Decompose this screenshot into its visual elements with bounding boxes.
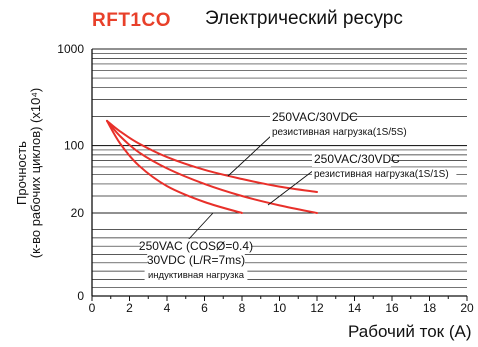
model-code: RFT1CO (92, 10, 171, 31)
x-tick-label: 16 (385, 301, 399, 315)
y-tick-label: 100 (64, 139, 84, 153)
y-axis-label-line: (к-во рабочих циклов) (x10⁴) (28, 88, 43, 259)
annotation-backdrop (270, 126, 415, 139)
y-axis-label: Прочность (к-во рабочих циклов) (x10⁴) (14, 88, 43, 259)
series-line-1 (106, 119, 318, 194)
x-tick-label: 8 (239, 301, 246, 315)
series-annotation-3: индуктивная нагрузка (148, 270, 245, 281)
y-tick-label: 0 (77, 289, 84, 303)
x-tick-label: 10 (273, 301, 287, 315)
series-line-2 (106, 119, 318, 214)
annotation-backdrop (312, 168, 457, 181)
leader-line-2 (267, 169, 315, 206)
y-tick-label: 1000 (57, 42, 84, 56)
annotation-backdrop (140, 239, 252, 254)
x-tick-label: 12 (310, 301, 324, 315)
leader-line-3 (187, 212, 214, 241)
annotation-backdrop (144, 269, 248, 282)
series-line-3 (106, 119, 243, 214)
y-tick-label: 20 (71, 206, 85, 220)
series-annotation-2: резистивная нагрузка(1S/1S) (314, 169, 449, 180)
x-axis-label: Рабочий ток (A) (348, 322, 472, 341)
y-axis-label-line: Прочность (14, 141, 29, 205)
annotation-backdrop (312, 152, 391, 167)
annotation-backdrop (147, 253, 245, 268)
x-tick-label: 2 (126, 301, 133, 315)
series-annotation-3: 250VAC (COSØ=0.4) (139, 239, 253, 253)
x-tick-label: 14 (348, 301, 362, 315)
annotation-backdrop (270, 110, 349, 125)
series-annotation-1: резистивная нагрузка(1S/5S) (272, 127, 407, 138)
series-annotation-2: 250VAC/30VDC (314, 152, 400, 166)
chart-title: Электрический ресурс (205, 8, 403, 29)
leader-line-1 (227, 134, 273, 177)
series-annotation-3: 30VDC (L/R=7ms) (147, 253, 245, 267)
x-tick-label: 0 (89, 301, 96, 315)
x-tick-label: 6 (201, 301, 208, 315)
x-tick-label: 20 (460, 301, 474, 315)
x-tick-label: 18 (423, 301, 437, 315)
series-annotation-1: 250VAC/30VDC (272, 110, 358, 124)
x-tick-label: 4 (164, 301, 171, 315)
